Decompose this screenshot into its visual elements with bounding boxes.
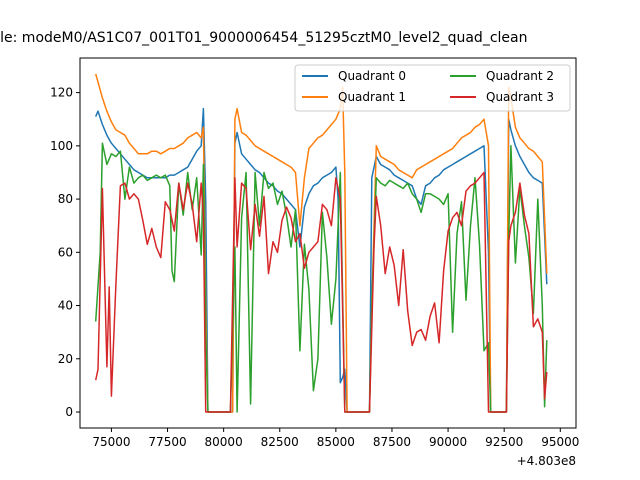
legend: Quadrant 0 Quadrant 1 Quadrant 2 Quadrant 3 — [294, 64, 571, 112]
x-tick-label: 90000 — [429, 435, 467, 449]
x-tick-label: 77500 — [148, 435, 186, 449]
legend-label: Quadrant 2 — [486, 69, 554, 83]
x-tick-label: 87500 — [373, 435, 411, 449]
y-tick-label: 40 — [58, 299, 73, 313]
legend-label: Quadrant 0 — [338, 69, 406, 83]
series-layer — [94, 73, 548, 413]
y-axis: 0 20 40 60 80 100 120 — [50, 86, 80, 419]
x-offset-label: +4.803e8 — [517, 454, 576, 468]
legend-frame — [294, 64, 571, 112]
y-tick-label: 0 — [65, 405, 73, 419]
chart-title: n file: modeM0/AS1C07_001T01_9000006454_… — [0, 30, 527, 46]
x-tick-label: 82500 — [261, 435, 299, 449]
x-tick-label: 75000 — [92, 435, 130, 449]
series-line-quadrant-1 — [94, 73, 548, 413]
legend-label: Quadrant 1 — [338, 90, 406, 104]
y-tick-label: 120 — [50, 86, 73, 100]
x-axis: 75000 77500 80000 82500 85000 87500 90000 92500… — [92, 428, 579, 449]
y-tick-label: 60 — [58, 245, 73, 259]
x-tick-label: 85000 — [317, 435, 355, 449]
series-line-quadrant-2 — [94, 142, 548, 413]
y-tick-label: 20 — [58, 352, 73, 366]
legend-label: Quadrant 3 — [486, 90, 554, 104]
x-tick-label: 92500 — [485, 435, 523, 449]
plot-frame — [79, 57, 577, 429]
series-line-quadrant-3 — [94, 171, 548, 413]
x-tick-label: 95000 — [541, 435, 579, 449]
y-tick-label: 80 — [58, 192, 73, 206]
y-tick-label: 100 — [50, 139, 73, 153]
x-tick-label: 80000 — [205, 435, 243, 449]
